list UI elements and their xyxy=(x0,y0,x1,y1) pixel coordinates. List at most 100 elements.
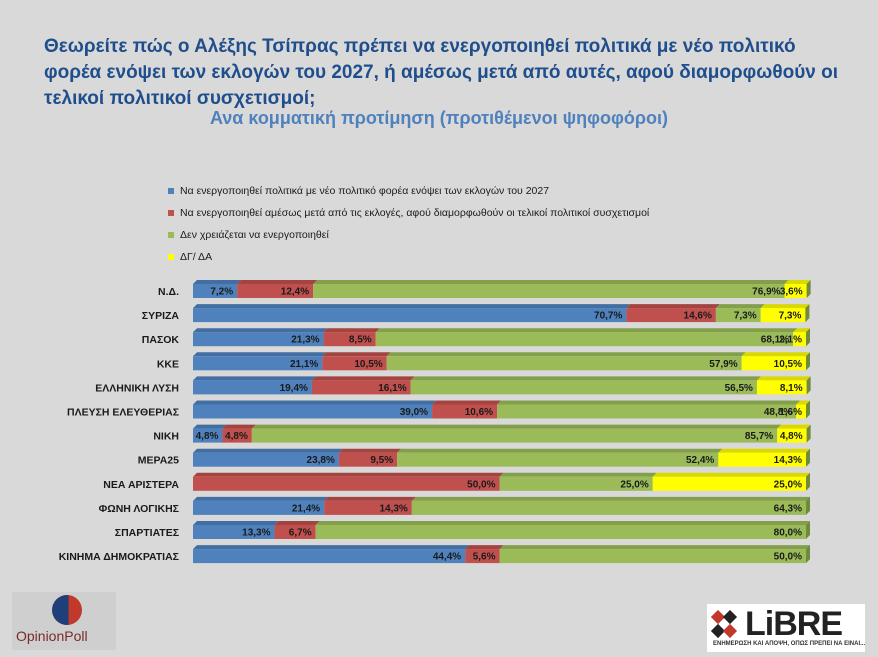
legend-swatch xyxy=(168,210,174,216)
bar-segment-top xyxy=(315,521,810,525)
stacked-bar-chart: Ν.Δ. 7,2% 12,4% 76,9% 3,6% ΣΥΡΙΖΑ 70,7% 14,6% 7,… xyxy=(59,280,811,564)
category-label: ΝΕΑ ΑΡΙΣΤΕΡΑ xyxy=(103,479,179,491)
data-label: 10,5% xyxy=(354,359,382,370)
data-label: 21,4% xyxy=(292,503,320,514)
bar-segment xyxy=(315,525,806,539)
bar-segment-top xyxy=(193,448,343,453)
data-label: 10,6% xyxy=(465,407,493,418)
bar-segment-top xyxy=(497,400,801,405)
bar-segment xyxy=(652,476,806,491)
data-label: 7,3% xyxy=(734,311,757,322)
bar-segment xyxy=(322,356,387,371)
bar-segment xyxy=(499,549,806,564)
bar-segment xyxy=(193,332,324,347)
bar-segment xyxy=(193,308,627,323)
legend-swatch xyxy=(168,254,174,260)
bar-segment-top xyxy=(796,400,810,405)
bar-segment xyxy=(410,380,757,395)
data-label: 16,1% xyxy=(378,383,406,394)
bar-segment-top xyxy=(715,304,765,309)
bar-segment xyxy=(193,500,325,515)
data-label: 56,5% xyxy=(725,383,753,394)
bar-segment-top xyxy=(777,424,811,429)
bar-segment-top xyxy=(193,304,631,309)
bar-segment xyxy=(432,404,498,419)
data-label: 13,3% xyxy=(242,528,270,539)
data-label: 68,1% xyxy=(761,335,789,346)
category-label: ΕΛΛΗΝΙΚΗ ΛΥΣΗ xyxy=(95,382,179,394)
bar-side xyxy=(806,521,810,539)
bar-segment-top xyxy=(386,352,746,357)
bar-segment-top xyxy=(338,448,402,453)
data-label: 80,0% xyxy=(774,528,802,539)
bar-side xyxy=(806,472,810,491)
bar-segment xyxy=(193,476,500,491)
bar-segment xyxy=(324,500,412,515)
data-label: 4,8% xyxy=(196,431,219,442)
bar-side xyxy=(806,400,810,419)
bar-segment xyxy=(237,284,314,298)
data-label: 50,0% xyxy=(467,479,495,490)
bar-segment xyxy=(193,356,323,371)
data-label: 4,8% xyxy=(780,431,803,442)
category-label: ΚΚΕ xyxy=(157,358,179,370)
bar-segment-top xyxy=(741,352,810,357)
bar-segment xyxy=(784,284,807,298)
opinionpoll-emblem-icon xyxy=(52,595,82,625)
category-label: ΜΕΡΑ25 xyxy=(138,455,179,467)
category-label: ΠΛΕΥΣΗ ΕΛΕΥΘΕΡΙΑΣ xyxy=(67,407,179,419)
data-label: 7,2% xyxy=(210,287,233,298)
bar-segment-top xyxy=(375,328,798,333)
category-label: ΦΩΝΗ ΛΟΓΙΚΗΣ xyxy=(99,503,179,515)
legend: Να ενεργοποιηθεί πολιτικά με νέο πολιτικ… xyxy=(168,180,848,268)
data-label: 25,0% xyxy=(620,479,648,490)
bar-segment xyxy=(323,332,376,347)
bar-segment-top xyxy=(193,280,242,284)
bar-segment xyxy=(193,525,275,539)
data-label: 10,5% xyxy=(774,359,802,370)
bar-side xyxy=(806,376,811,395)
bar-side xyxy=(806,280,811,298)
bar-segment-top xyxy=(274,521,320,525)
data-label: 2,1% xyxy=(779,335,802,346)
bar-segment xyxy=(760,308,806,323)
bar-segment-top xyxy=(784,280,811,284)
bar-segment-top xyxy=(193,521,279,525)
bar-side xyxy=(805,304,810,323)
bar-segment-top xyxy=(193,496,329,501)
bar-segment-top xyxy=(311,376,415,381)
legend-item: Να ενεργοποιηθεί αμέσως μετά από τις εκλ… xyxy=(168,202,848,224)
bar-segment-top xyxy=(652,472,810,477)
legend-label: Να ενεργοποιηθεί πολιτικά με νέο πολιτικ… xyxy=(180,185,550,197)
bar-segment-top xyxy=(193,424,227,429)
bar-segment xyxy=(741,356,806,371)
bar-segment-top xyxy=(251,424,782,429)
data-label: 70,7% xyxy=(594,311,622,322)
bar-side xyxy=(806,496,810,515)
bar-segment-top xyxy=(626,304,720,309)
data-label: 52,4% xyxy=(686,455,714,466)
opinionpoll-logo-text: OpinionPoll xyxy=(16,628,88,644)
bar-segment xyxy=(193,428,223,443)
bar-segment-top xyxy=(323,328,380,333)
data-label: 6,7% xyxy=(289,528,312,539)
bar-side xyxy=(806,352,810,371)
bar-side xyxy=(806,545,810,564)
data-label: 9,5% xyxy=(370,455,393,466)
bar-segment xyxy=(777,428,807,443)
bar-segment-top xyxy=(193,376,316,381)
bar-segment xyxy=(626,308,716,323)
bar-segment xyxy=(251,428,778,443)
data-label: 21,3% xyxy=(291,335,319,346)
bar-segment xyxy=(715,308,761,323)
data-label: 14,3% xyxy=(774,455,802,466)
bar-segment-top xyxy=(193,352,327,357)
data-label: 5,6% xyxy=(473,552,496,563)
data-label: 39,0% xyxy=(400,407,428,418)
bar-segment xyxy=(397,452,719,467)
legend-item: Να ενεργοποιηθεί πολιτικά με νέο πολιτικ… xyxy=(168,180,848,202)
data-label: 76,9% xyxy=(752,287,780,298)
bar-segment-top xyxy=(397,448,723,453)
legend-swatch xyxy=(168,188,174,194)
bar-segment xyxy=(313,284,785,298)
